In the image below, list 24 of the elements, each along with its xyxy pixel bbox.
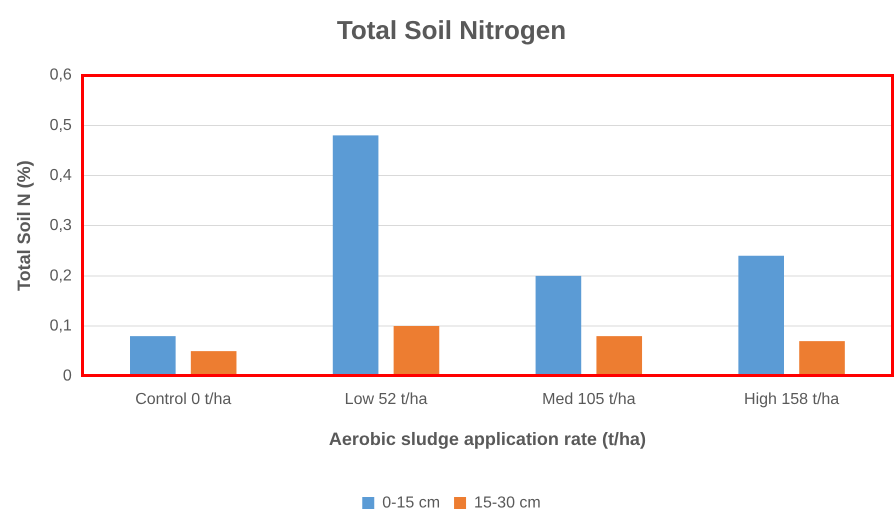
legend-label: 0-15 cm (382, 494, 440, 512)
bar (536, 276, 582, 376)
bar (130, 336, 176, 376)
y-axis-title: Total Soil N (%) (14, 160, 34, 292)
x-tick-label: Med 105 t/ha (542, 391, 636, 408)
x-axis-title: Aerobic sludge application rate (t/ha) (328, 429, 646, 450)
bar (799, 341, 845, 376)
y-tick-label: 0,4 (50, 166, 72, 184)
y-tick-label: 0,2 (50, 267, 72, 284)
x-tick-label: High 158 t/ha (744, 391, 840, 408)
chart-title: Total Soil Nitrogen (336, 14, 566, 45)
x-tick-label: Low 52 t/ha (344, 391, 428, 408)
x-tick-label: Control 0 t/ha (135, 391, 232, 408)
y-tick-label: 0,3 (50, 217, 72, 234)
y-tick-label: 0,1 (50, 317, 72, 334)
bar (332, 135, 378, 376)
legend-label: 15-30 cm (474, 494, 541, 512)
bar (738, 256, 784, 376)
y-tick-label: 0,5 (50, 116, 72, 134)
y-tick-label: 0,6 (50, 66, 72, 84)
y-tick-label: 0 (62, 368, 72, 385)
bar (190, 351, 236, 376)
bar (596, 336, 642, 376)
bar (394, 326, 440, 376)
